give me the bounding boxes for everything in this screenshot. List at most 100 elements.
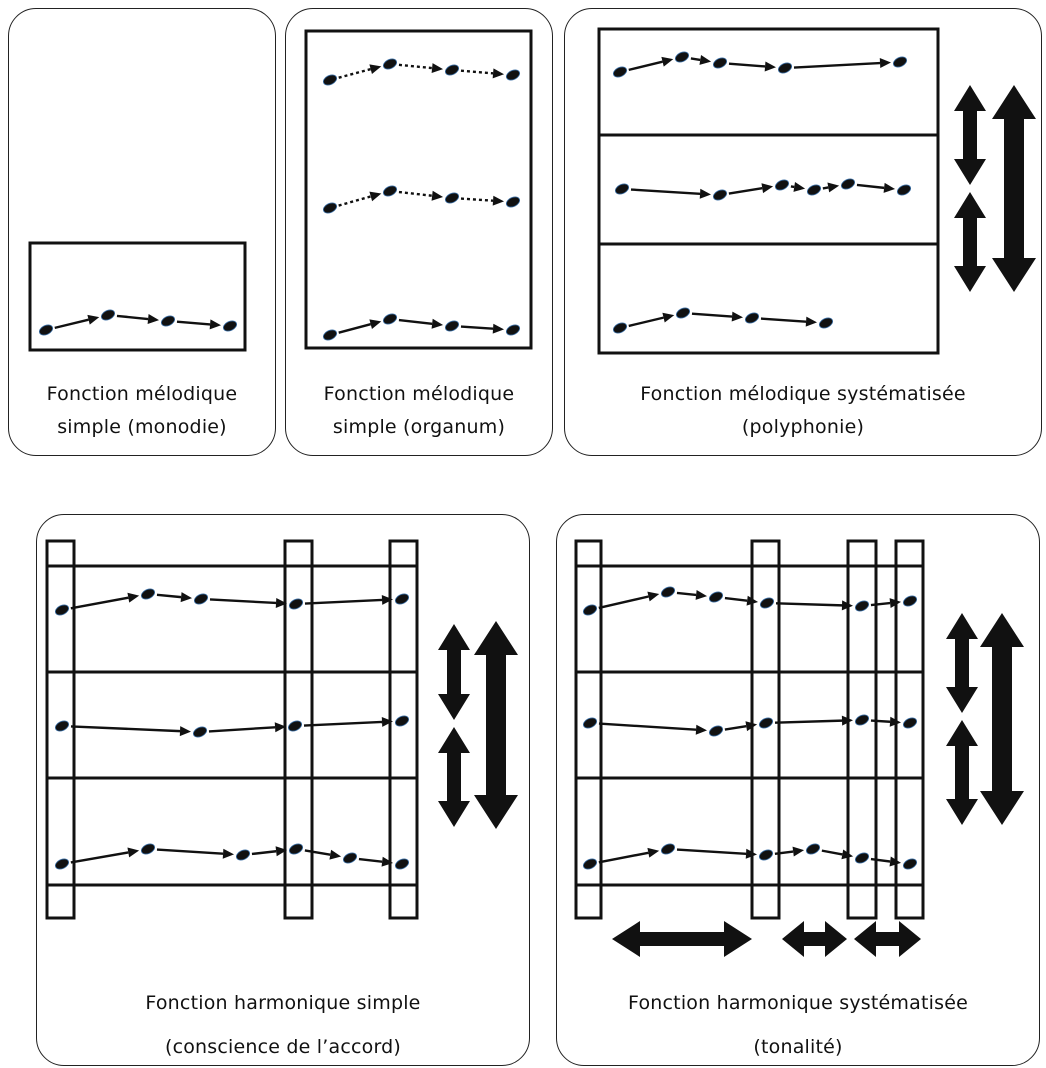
arrow-18 — [728, 183, 774, 195]
note-34 — [193, 593, 209, 605]
arrow-14 — [690, 54, 712, 65]
double-arrow-short-lower — [954, 192, 986, 292]
note-13 — [322, 329, 338, 341]
organum-frame — [304, 29, 533, 350]
note-4 — [222, 320, 238, 332]
note-2 — [100, 309, 116, 321]
caption-organum-line2: simple (organum) — [332, 416, 506, 438]
arrow-26 — [156, 592, 193, 603]
arrow-40 — [775, 600, 854, 611]
tonalite-double-arrow-long — [980, 613, 1024, 825]
note-3 — [160, 315, 176, 327]
note-30 — [744, 312, 760, 324]
note-18 — [674, 51, 690, 63]
note-1 — [38, 324, 54, 336]
arrow-2 — [116, 314, 160, 324]
panel-polyphonie — [564, 8, 1042, 456]
arrow-3 — [176, 319, 222, 330]
note-38 — [192, 726, 208, 738]
note-42 — [140, 843, 156, 855]
caption-polyphonie-line2: (polyphonie) — [741, 416, 865, 438]
note-49 — [708, 591, 724, 603]
polyphonie-frame — [597, 27, 940, 355]
arrow-23 — [691, 311, 744, 322]
tonalite-double-arrow-lower — [946, 720, 978, 825]
note-47 — [582, 604, 598, 616]
arrow-11 — [398, 318, 444, 329]
note-43 — [235, 849, 251, 861]
note-24 — [774, 179, 790, 191]
arrow-31 — [303, 716, 394, 727]
tonalite-double-arrow-upper — [946, 613, 978, 713]
note-12 — [505, 196, 521, 208]
caption-polyphonie-line1: Fonction mélodique systématisée — [640, 383, 966, 405]
note-62 — [854, 852, 870, 864]
arrow-37 — [598, 591, 660, 610]
arrow-6 — [460, 68, 505, 79]
note-54 — [708, 725, 724, 737]
tonalite-horizontal-arrow-1 — [612, 921, 752, 957]
arrow-16 — [793, 58, 892, 69]
note-27 — [896, 184, 912, 196]
note-39 — [287, 720, 303, 732]
note-33 — [140, 588, 156, 600]
arrow-21 — [856, 182, 896, 193]
note-21 — [892, 56, 908, 68]
arrow-42 — [598, 722, 708, 735]
arrow-34 — [251, 846, 288, 857]
note-44 — [288, 843, 304, 855]
note-22 — [614, 183, 630, 195]
caption-harmonique-simple-line2: (conscience de l’accord) — [164, 1036, 402, 1058]
arrow-30 — [208, 722, 287, 733]
note-17 — [612, 66, 628, 78]
panel-monodie — [8, 8, 276, 456]
note-20 — [777, 62, 793, 74]
note-15 — [444, 320, 460, 332]
arrow-25 — [70, 592, 140, 610]
note-36 — [394, 593, 410, 605]
note-37 — [54, 720, 70, 732]
harmonique-simple-double-arrow-upper — [438, 624, 470, 720]
monodie-frame — [28, 241, 247, 352]
note-29 — [675, 307, 691, 319]
arrow-43 — [724, 721, 758, 732]
note-52 — [902, 595, 918, 607]
tonal-column-1 — [574, 539, 603, 920]
arrow-17 — [630, 188, 712, 199]
arrow-5 — [398, 63, 444, 74]
arrow-41 — [870, 598, 902, 609]
arrow-46 — [598, 847, 660, 864]
note-28 — [612, 322, 628, 334]
arrow-27 — [209, 597, 288, 608]
arrow-24 — [760, 316, 818, 327]
note-53 — [582, 717, 598, 729]
note-58 — [582, 858, 598, 870]
note-6 — [382, 58, 398, 70]
note-8 — [505, 69, 521, 81]
arrow-9 — [460, 195, 505, 206]
note-19 — [712, 57, 728, 69]
caption-organum-line1: Fonction mélodique — [323, 383, 515, 405]
note-50 — [759, 597, 775, 609]
note-56 — [854, 714, 870, 726]
arrow-49 — [821, 849, 854, 860]
arrow-32 — [70, 847, 140, 864]
arrow-4 — [338, 64, 382, 79]
note-9 — [322, 202, 338, 214]
note-31 — [818, 317, 834, 329]
caption-monodie-line2: simple (monodie) — [57, 416, 227, 438]
arrow-38 — [676, 589, 708, 600]
arrow-19 — [790, 181, 806, 192]
note-14 — [382, 313, 398, 325]
arrow-45 — [870, 716, 902, 727]
harmonique-simple-double-arrow-long — [474, 621, 518, 829]
arrow-22 — [628, 312, 675, 328]
note-60 — [758, 849, 774, 861]
note-23 — [712, 189, 728, 201]
caption-monodie-line1: Fonction mélodique — [46, 383, 238, 405]
caption-harmonique-systematisee-line1: Fonction harmonique systématisée — [628, 992, 968, 1014]
tonalite-horizontal-arrow-2 — [782, 921, 847, 957]
note-51 — [854, 600, 870, 612]
note-55 — [758, 717, 774, 729]
